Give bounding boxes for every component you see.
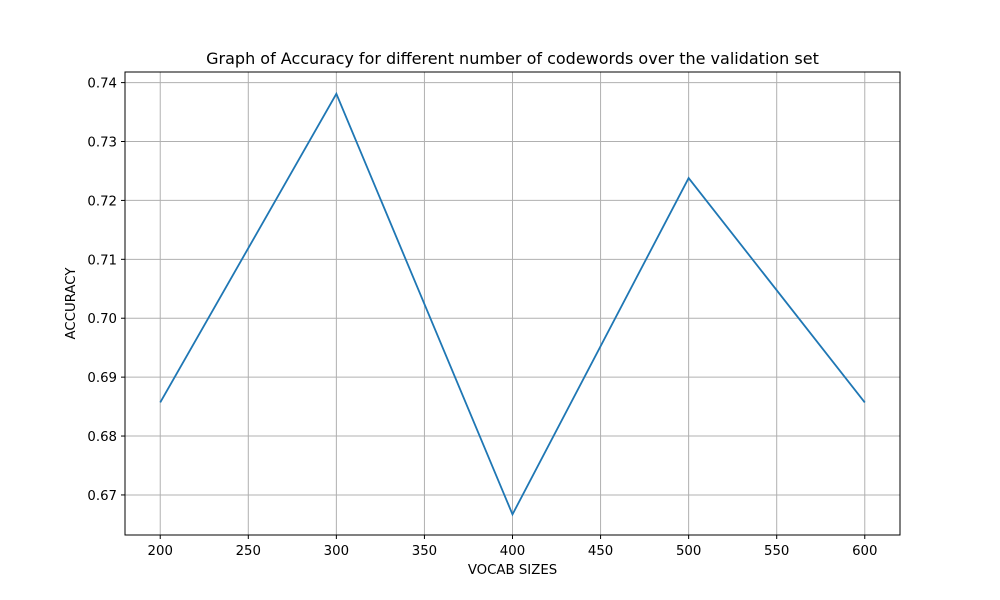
y-tick-label: 0.74	[87, 77, 117, 92]
y-tick-label: 0.67	[87, 489, 117, 504]
y-tick-label: 0.71	[87, 253, 117, 268]
x-tick-label: 200	[148, 544, 173, 559]
x-tick-label: 300	[324, 544, 349, 559]
grid-lines	[125, 72, 900, 535]
y-tick-label: 0.73	[87, 136, 117, 151]
y-axis-label: ACCURACY	[64, 267, 79, 340]
y-tick-label: 0.69	[87, 371, 117, 386]
x-tick-label: 350	[412, 544, 437, 559]
x-tick-label: 250	[236, 544, 261, 559]
x-axis-label: VOCAB SIZES	[468, 563, 557, 578]
x-tick-label: 400	[500, 544, 525, 559]
x-tick-label: 450	[588, 544, 613, 559]
x-tick-label: 600	[852, 544, 877, 559]
axis-ticks: 200 250 300 350 400 450 500 550 600 0.67 0.68 0.69 0…	[87, 77, 877, 559]
x-tick-label: 500	[676, 544, 701, 559]
chart-title: Graph of Accuracy for different number o…	[206, 49, 819, 68]
x-tick-label: 550	[764, 544, 789, 559]
y-tick-label: 0.72	[87, 194, 117, 209]
y-tick-label: 0.70	[87, 312, 117, 327]
series-layer	[159, 91, 866, 517]
y-tick-label: 0.68	[87, 430, 117, 445]
series-line	[159, 91, 866, 517]
